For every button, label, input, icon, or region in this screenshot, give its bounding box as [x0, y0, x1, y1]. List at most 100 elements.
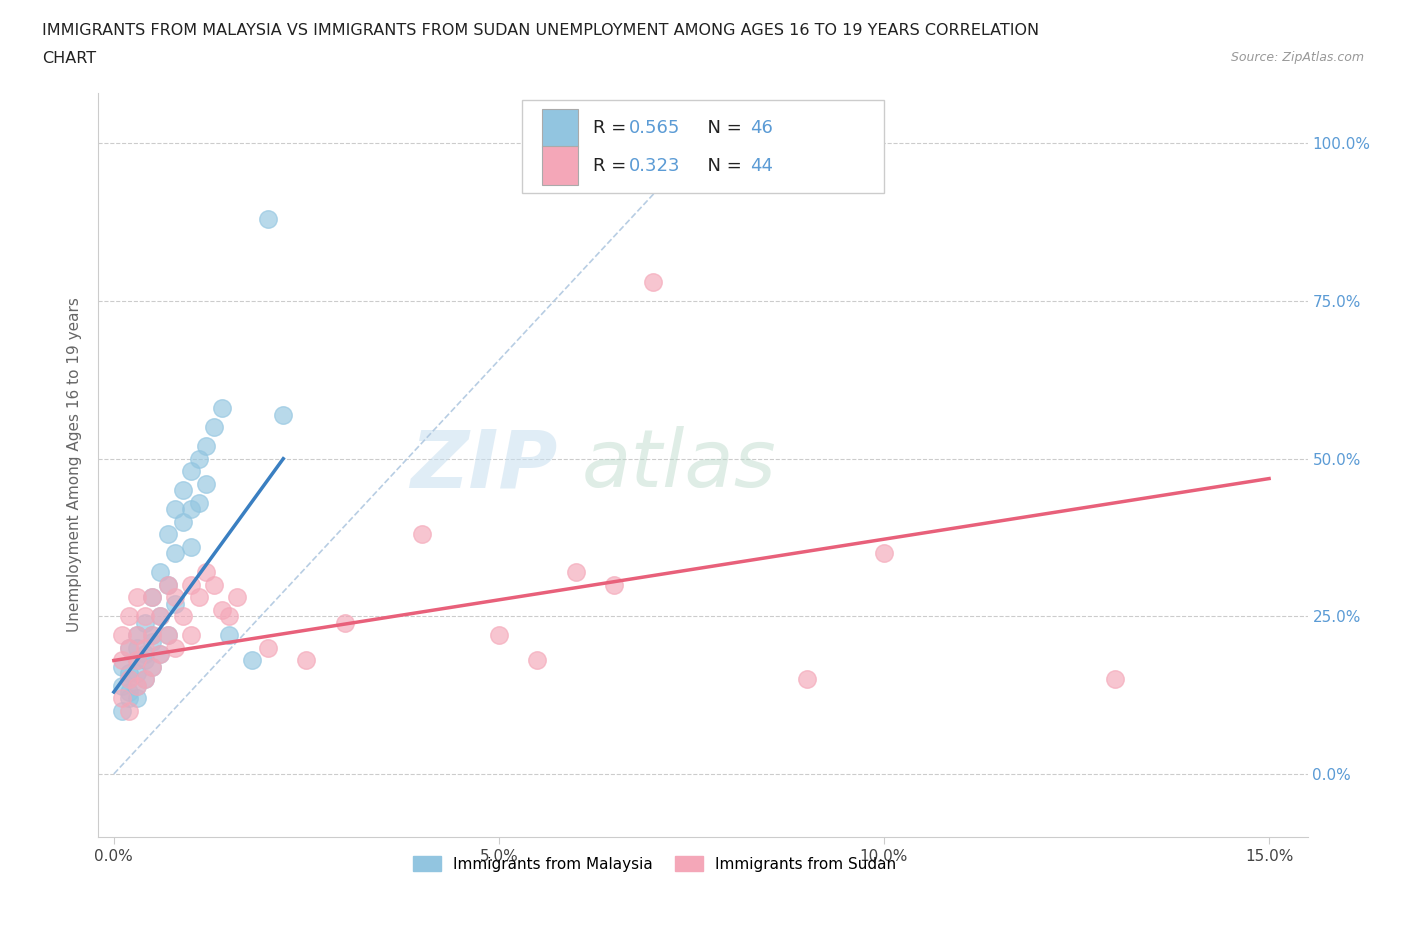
- Point: [202, 578, 225, 592]
- Point: [110, 653, 132, 668]
- Point: [180, 464, 202, 479]
- Point: [195, 476, 218, 491]
- Point: [141, 628, 163, 643]
- Text: atlas: atlas: [582, 426, 778, 504]
- Point: [526, 653, 548, 668]
- Point: [125, 653, 148, 668]
- Point: [603, 578, 626, 592]
- Text: IMMIGRANTS FROM MALAYSIA VS IMMIGRANTS FROM SUDAN UNEMPLOYMENT AMONG AGES 16 TO : IMMIGRANTS FROM MALAYSIA VS IMMIGRANTS F…: [42, 23, 1039, 38]
- Point: [172, 514, 194, 529]
- Point: [118, 684, 141, 699]
- Point: [180, 539, 202, 554]
- Point: [156, 628, 179, 643]
- Point: [110, 703, 132, 718]
- Point: [156, 578, 179, 592]
- Point: [118, 691, 141, 706]
- Point: [134, 672, 156, 687]
- Point: [187, 590, 209, 604]
- Point: [165, 501, 187, 516]
- Point: [149, 609, 172, 624]
- Point: [796, 672, 818, 687]
- Point: [187, 496, 209, 511]
- Point: [125, 666, 148, 681]
- Point: [125, 590, 148, 604]
- Point: [156, 628, 179, 643]
- Point: [141, 590, 163, 604]
- Point: [125, 628, 148, 643]
- Point: [110, 678, 132, 693]
- Point: [125, 628, 148, 643]
- Point: [118, 641, 141, 656]
- Point: [141, 634, 163, 649]
- Point: [118, 703, 141, 718]
- Point: [165, 596, 187, 611]
- Point: [141, 628, 163, 643]
- Point: [218, 628, 240, 643]
- Text: R =: R =: [593, 157, 631, 175]
- Bar: [543, 109, 578, 148]
- Point: [195, 565, 218, 579]
- Point: [488, 628, 510, 643]
- Point: [156, 527, 179, 542]
- Point: [134, 646, 156, 661]
- Point: [141, 590, 163, 604]
- Text: ZIP: ZIP: [411, 426, 558, 504]
- Point: [125, 678, 148, 693]
- Point: [218, 609, 240, 624]
- Point: [118, 609, 141, 624]
- Point: [156, 578, 179, 592]
- Point: [118, 672, 141, 687]
- Point: [180, 628, 202, 643]
- Point: [125, 641, 148, 656]
- Text: N =: N =: [696, 119, 747, 137]
- Point: [134, 641, 156, 656]
- Point: [257, 641, 280, 656]
- Point: [141, 659, 163, 674]
- Point: [211, 603, 233, 618]
- Point: [149, 646, 172, 661]
- Point: [165, 590, 187, 604]
- Point: [295, 653, 318, 668]
- Point: [110, 659, 132, 674]
- Point: [125, 653, 148, 668]
- Point: [411, 527, 433, 542]
- Point: [125, 691, 148, 706]
- Point: [134, 672, 156, 687]
- Point: [149, 609, 172, 624]
- Point: [118, 672, 141, 687]
- Point: [1104, 672, 1126, 687]
- Text: 44: 44: [751, 157, 773, 175]
- Point: [641, 274, 664, 289]
- Point: [257, 212, 280, 227]
- Point: [271, 407, 294, 422]
- Point: [211, 401, 233, 416]
- Point: [134, 653, 156, 668]
- Point: [565, 565, 588, 579]
- Point: [165, 641, 187, 656]
- Point: [125, 678, 148, 693]
- Point: [242, 653, 264, 668]
- Point: [195, 439, 218, 454]
- Text: Source: ZipAtlas.com: Source: ZipAtlas.com: [1230, 51, 1364, 64]
- Point: [226, 590, 249, 604]
- Text: 46: 46: [751, 119, 773, 137]
- Point: [180, 578, 202, 592]
- Point: [172, 609, 194, 624]
- Point: [172, 483, 194, 498]
- Point: [141, 659, 163, 674]
- Legend: Immigrants from Malaysia, Immigrants from Sudan: Immigrants from Malaysia, Immigrants fro…: [406, 849, 903, 878]
- Point: [333, 615, 356, 630]
- Text: N =: N =: [696, 157, 747, 175]
- Point: [187, 451, 209, 466]
- Point: [149, 646, 172, 661]
- Bar: [543, 146, 578, 185]
- Point: [873, 546, 896, 561]
- Point: [110, 628, 132, 643]
- Point: [134, 609, 156, 624]
- Text: 0.565: 0.565: [630, 119, 681, 137]
- Point: [180, 501, 202, 516]
- Point: [202, 419, 225, 434]
- Text: 0.323: 0.323: [630, 157, 681, 175]
- Point: [134, 615, 156, 630]
- FancyBboxPatch shape: [522, 100, 884, 193]
